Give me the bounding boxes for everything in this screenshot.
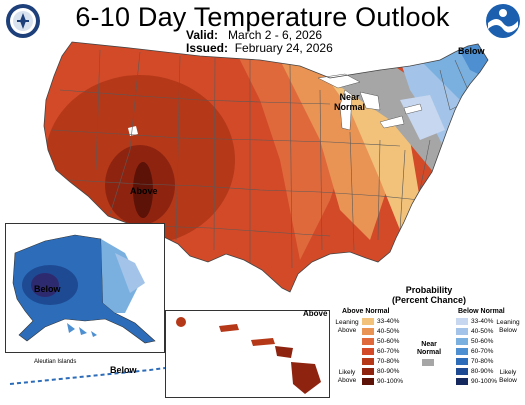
- alaska-east-shading: [101, 239, 140, 313]
- legend-below-item: 50-60%: [456, 338, 493, 346]
- alaska-islands: [67, 323, 97, 337]
- conus-outline: [43, 41, 489, 293]
- legend-below-swatch: [456, 348, 468, 355]
- legend-below-label: 33-40%: [471, 318, 494, 325]
- molokai-island: [251, 338, 275, 346]
- big-island: [291, 362, 321, 394]
- alaska-east-light: [115, 253, 145, 293]
- label-near-normal: Near Normal: [334, 92, 366, 112]
- legend-below-label: 80-90%: [471, 368, 494, 375]
- legend-above-label: 70-80%: [377, 358, 400, 365]
- legend-above-label: 33-40%: [377, 318, 400, 325]
- legend-above-swatch: [362, 338, 374, 345]
- legend-above-swatch: [362, 318, 374, 325]
- legend-above-swatch: [362, 358, 374, 365]
- issued-value: February 24, 2026: [234, 41, 333, 55]
- maui-island: [275, 346, 293, 358]
- page-title: 6-10 Day Temperature Outlook: [75, 2, 450, 32]
- label-above-hawaii: Above: [303, 309, 328, 318]
- legend-above-item: 60-70%: [362, 348, 399, 356]
- oahu-island: [219, 324, 239, 332]
- legend-below-item: 40-50%: [456, 328, 493, 336]
- label-aleutian-islands: Aleutian Islands: [34, 359, 77, 365]
- label-below-alaska: Below: [34, 284, 61, 294]
- legend-below-item: 80-90%: [456, 368, 493, 376]
- legend-likely-above: Likely Above: [337, 369, 357, 384]
- alaska-inset: [5, 223, 165, 353]
- legend-below-label: 40-50%: [471, 328, 494, 335]
- noaa-logo-icon: [485, 3, 521, 39]
- legend-below-label: 90-100%: [471, 378, 498, 385]
- legend-likely-below: Likely Below: [499, 369, 517, 384]
- legend-above-label: 80-90%: [377, 368, 400, 375]
- legend-above-label: 90-100%: [377, 378, 404, 385]
- legend-below-item: 90-100%: [456, 378, 497, 386]
- legend-leaning-below: Leaning Below: [496, 319, 520, 334]
- legend-above-label: 50-60%: [377, 338, 400, 345]
- legend-above-swatch: [362, 348, 374, 355]
- commerce-seal-icon: [5, 3, 41, 39]
- issued-date: Issued: February 24, 2026: [186, 41, 333, 55]
- legend-below-swatch: [456, 328, 468, 335]
- legend-below-swatch: [456, 368, 468, 375]
- legend-below-label: 60-70%: [471, 348, 494, 355]
- legend-below-label: 70-80%: [471, 358, 494, 365]
- state-borders: [51, 49, 471, 270]
- legend-below-swatch: [456, 358, 468, 365]
- legend-above-item: 40-50%: [362, 328, 399, 336]
- legend-above-swatch: [362, 378, 374, 385]
- valid-value: March 2 - 6, 2026: [228, 28, 323, 42]
- legend-below-item: 70-80%: [456, 358, 493, 366]
- legend-above-swatch: [362, 368, 374, 375]
- valid-label: Valid:: [186, 28, 219, 42]
- label-below-aleutian: Below: [110, 365, 137, 375]
- legend-above-item: 33-40%: [362, 318, 399, 326]
- legend-above-header: Above Normal: [342, 308, 390, 315]
- legend-below-swatch: [456, 378, 468, 385]
- valid-dates: Valid: March 2 - 6, 2026: [186, 28, 322, 42]
- legend-below-header: Below Normal: [458, 308, 505, 315]
- label-above-west: Above: [130, 186, 158, 196]
- legend-below-item: 33-40%: [456, 318, 493, 326]
- legend-leaning-above: Leaning Above: [335, 319, 359, 334]
- aleutian-inset: [9, 367, 166, 385]
- legend-above-item: 80-90%: [362, 368, 399, 376]
- legend-below-swatch: [456, 318, 468, 325]
- issued-label: Issued:: [186, 41, 229, 55]
- legend-above-item: 50-60%: [362, 338, 399, 346]
- legend-above-swatch: [362, 328, 374, 335]
- legend-title: Probability (Percent Chance): [391, 285, 467, 305]
- legend-below-item: 60-70%: [456, 348, 493, 356]
- aleutian-chain: [9, 367, 166, 385]
- great-lakes: [317, 73, 423, 131]
- legend-above-item: 70-80%: [362, 358, 399, 366]
- legend-above-label: 40-50%: [377, 328, 400, 335]
- legend-below-label: 50-60%: [471, 338, 494, 345]
- legend-above-label: 60-70%: [377, 348, 400, 355]
- great-salt-lake: [128, 126, 138, 136]
- legend-near-swatch: [422, 359, 434, 366]
- label-below-northeast: Below: [458, 46, 485, 56]
- alaska-shape: [12, 234, 156, 344]
- hawaii-inset: [165, 310, 330, 398]
- alaska-core-dark: [31, 273, 59, 297]
- legend-below-swatch: [456, 338, 468, 345]
- kauai-island: [176, 317, 186, 327]
- legend-near-header: Near Normal: [417, 341, 442, 356]
- legend-above-item: 90-100%: [362, 378, 403, 386]
